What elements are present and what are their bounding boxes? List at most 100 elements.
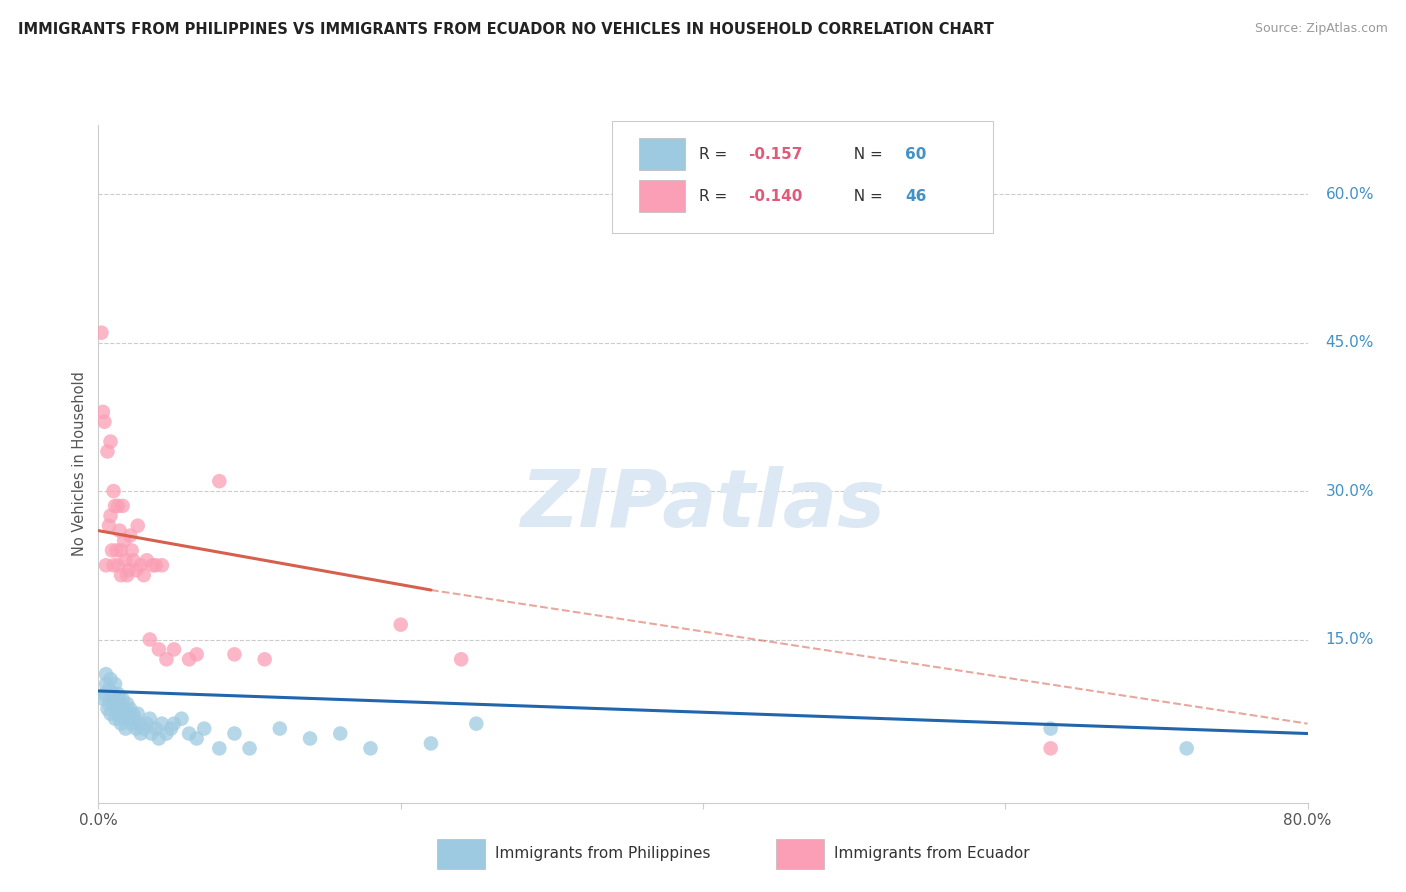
Point: [90, 326, 112, 340]
Point: [124, 712, 146, 726]
Point: [107, 706, 129, 721]
FancyBboxPatch shape: [437, 838, 485, 869]
Point: [148, 642, 170, 657]
Point: [105, 702, 128, 716]
Point: [107, 558, 129, 573]
Point: [110, 568, 132, 582]
Point: [103, 558, 125, 573]
Point: [186, 731, 208, 746]
Point: [127, 518, 149, 533]
Point: [135, 553, 157, 567]
Text: 60: 60: [905, 146, 927, 161]
Point: [93, 687, 115, 701]
Point: [118, 712, 141, 726]
Text: 60.0%: 60.0%: [1326, 186, 1374, 202]
Point: [155, 652, 177, 666]
Text: R =: R =: [699, 188, 733, 203]
Point: [163, 716, 186, 731]
Point: [177, 726, 201, 740]
Point: [112, 702, 135, 716]
Point: [125, 563, 148, 577]
Point: [111, 499, 134, 513]
Point: [132, 568, 155, 582]
Point: [127, 706, 149, 721]
Point: [389, 617, 412, 632]
Point: [160, 722, 183, 736]
Point: [139, 712, 162, 726]
Point: [139, 632, 162, 647]
FancyBboxPatch shape: [776, 838, 824, 869]
Point: [155, 726, 177, 740]
Text: N =: N =: [845, 188, 889, 203]
Point: [91, 405, 114, 419]
Point: [135, 716, 157, 731]
Point: [98, 697, 121, 711]
Point: [112, 533, 135, 548]
Point: [104, 712, 127, 726]
Point: [299, 731, 322, 746]
Point: [208, 741, 231, 756]
Point: [141, 726, 163, 740]
Point: [125, 722, 148, 736]
Point: [111, 692, 134, 706]
FancyBboxPatch shape: [612, 121, 993, 234]
Point: [145, 558, 167, 573]
Point: [103, 484, 125, 499]
Point: [1039, 722, 1062, 736]
Point: [107, 499, 129, 513]
Point: [150, 716, 173, 731]
Point: [193, 722, 215, 736]
Point: [94, 558, 117, 573]
Point: [115, 568, 138, 582]
Point: [100, 706, 122, 721]
Point: [1039, 741, 1062, 756]
Point: [98, 518, 121, 533]
Point: [419, 736, 441, 750]
Point: [360, 741, 382, 756]
Point: [145, 722, 167, 736]
Point: [224, 648, 246, 662]
Point: [105, 543, 128, 558]
Point: [104, 499, 127, 513]
Point: [465, 716, 488, 731]
Point: [96, 702, 118, 716]
Point: [91, 692, 114, 706]
Point: [100, 672, 122, 686]
Point: [108, 692, 131, 706]
Point: [129, 558, 152, 573]
Text: -0.157: -0.157: [748, 146, 801, 161]
Point: [148, 731, 170, 746]
Point: [94, 677, 117, 691]
Point: [114, 706, 136, 721]
Point: [93, 415, 115, 429]
Text: R =: R =: [699, 146, 733, 161]
Text: Immigrants from Philippines: Immigrants from Philippines: [495, 847, 710, 861]
Point: [269, 722, 291, 736]
FancyBboxPatch shape: [638, 137, 685, 170]
Text: 30.0%: 30.0%: [1326, 483, 1374, 499]
Point: [129, 726, 152, 740]
Point: [121, 716, 143, 731]
Point: [98, 681, 121, 696]
Point: [224, 726, 246, 740]
Point: [150, 558, 173, 573]
Text: Source: ZipAtlas.com: Source: ZipAtlas.com: [1254, 22, 1388, 36]
Point: [103, 687, 125, 701]
Point: [120, 528, 142, 542]
Point: [108, 712, 131, 726]
Point: [96, 444, 118, 458]
Text: 15.0%: 15.0%: [1326, 632, 1374, 647]
Point: [177, 652, 201, 666]
Point: [120, 702, 142, 716]
Point: [1175, 741, 1198, 756]
Point: [329, 726, 352, 740]
Point: [107, 687, 129, 701]
Text: N =: N =: [845, 146, 889, 161]
Point: [115, 697, 138, 711]
Point: [163, 642, 186, 657]
Point: [132, 722, 155, 736]
Point: [101, 692, 124, 706]
Text: -0.140: -0.140: [748, 188, 801, 203]
Point: [170, 712, 193, 726]
Point: [208, 474, 231, 488]
